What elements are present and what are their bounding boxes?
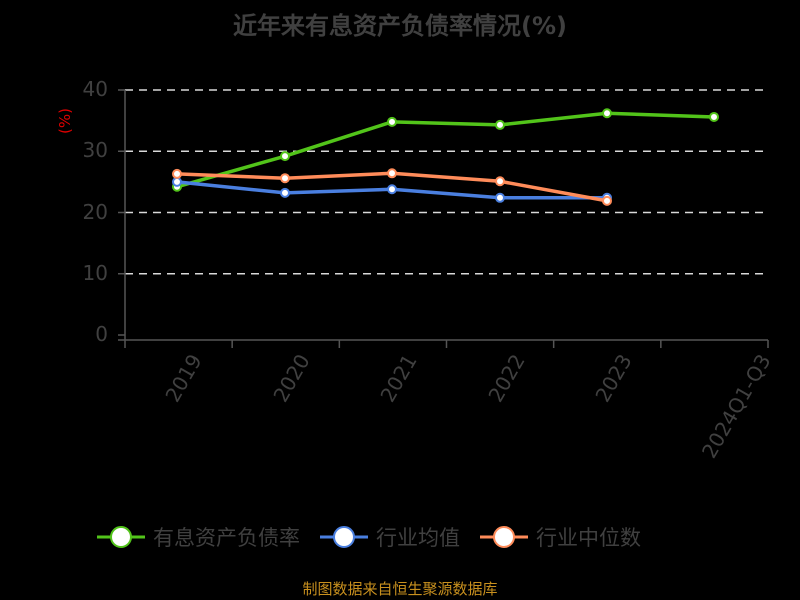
data-point	[495, 176, 505, 187]
y-tick-label: 0	[95, 322, 108, 346]
legend-label: 有息资产负债率	[153, 526, 300, 550]
data-point	[280, 151, 290, 162]
legend-line-marker-icon	[97, 526, 145, 548]
legend-line-marker-icon	[320, 526, 368, 548]
data-point	[387, 184, 397, 195]
chart-title: 近年来有息资产负债率情况(%)	[233, 12, 567, 40]
data-point	[709, 111, 719, 122]
y-tick-label: 30	[82, 138, 108, 163]
source-note: 制图数据来自恒生聚源数据库	[302, 580, 498, 598]
series-line	[176, 111, 715, 189]
data-point	[280, 187, 290, 198]
legend-item[interactable]: 行业中位数	[478, 522, 641, 552]
legend-item[interactable]: 行业均值	[318, 522, 460, 552]
y-tick-label: 40	[82, 77, 108, 101]
data-point	[495, 119, 505, 130]
data-point	[495, 192, 505, 203]
data-point	[172, 176, 182, 187]
y-tick-label: 10	[82, 260, 108, 285]
data-point	[280, 173, 290, 184]
data-point	[387, 168, 397, 179]
data-point	[172, 168, 182, 179]
legend: 有息资产负债率 行业均值 行业中位数	[95, 522, 641, 552]
legend-item[interactable]: 有息资产负债率	[95, 522, 300, 552]
gridlines	[125, 89, 768, 275]
y-tick-label: 20	[82, 199, 108, 224]
legend-label: 行业中位数	[536, 526, 641, 550]
legend-line-marker-icon	[480, 526, 528, 548]
data-point	[602, 195, 612, 206]
series-lines	[172, 108, 719, 206]
data-point	[602, 108, 612, 119]
legend-label: 行业均值	[376, 526, 460, 550]
axes	[118, 89, 769, 348]
data-point	[387, 116, 397, 127]
